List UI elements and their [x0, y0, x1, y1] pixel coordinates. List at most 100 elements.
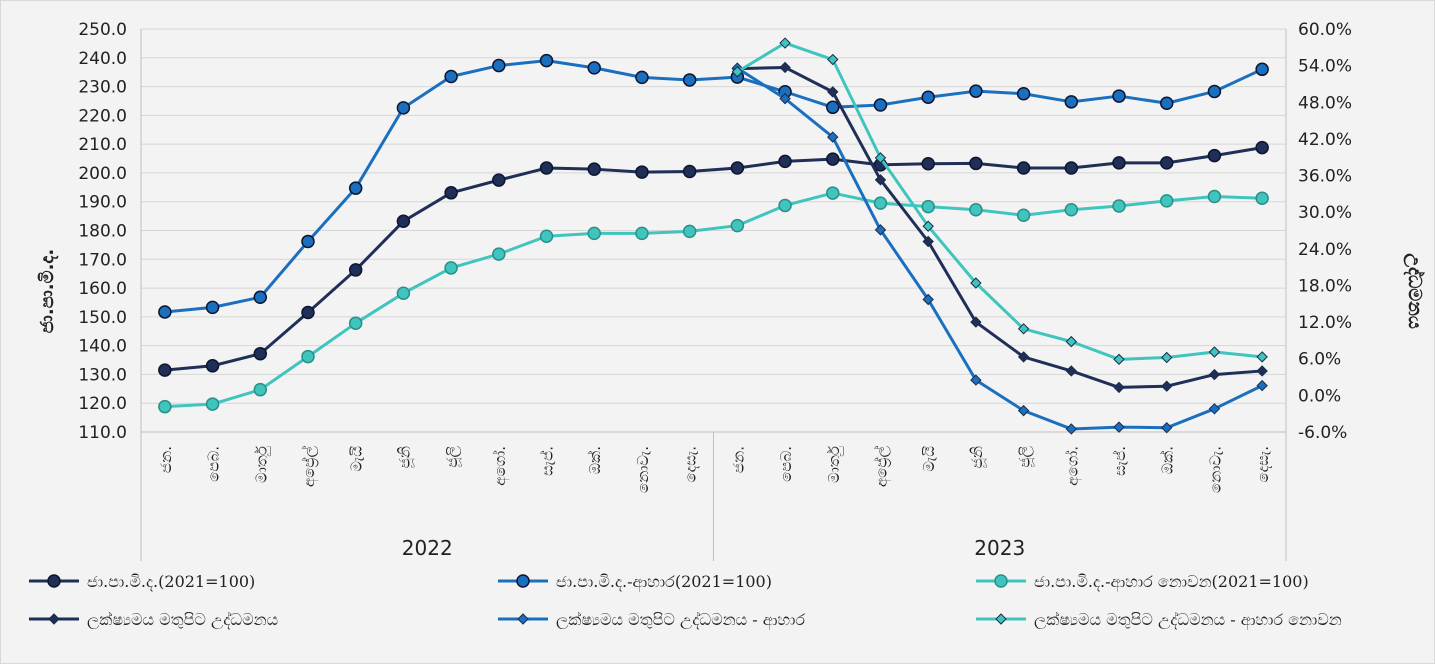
legend-label: ජා.පා.මි.ද.-ආහාර(2021=100): [556, 572, 772, 592]
y-right-tick-label: 30.0%: [1298, 203, 1352, 223]
legend-marker: [48, 613, 60, 625]
series-group: [158, 140, 1269, 377]
series-line: [736, 66, 1263, 431]
data-point: [826, 186, 840, 200]
series-line: [737, 65, 1263, 389]
y-left-tick-label: 200.0: [78, 164, 127, 184]
data-point: [253, 290, 268, 305]
data-point: [873, 98, 888, 112]
y-right-tick-label: 24.0%: [1298, 240, 1352, 260]
data-point: [396, 286, 411, 301]
legend-label: ජා.පා.මි.ද.(2021=100): [87, 572, 255, 591]
series-group: [731, 61, 1268, 394]
x-tick-label: සැප්.: [538, 446, 556, 476]
data-point: [1113, 421, 1125, 433]
x-tick-label: අප්‍රේල්: [872, 445, 891, 487]
data-point: [1017, 323, 1030, 335]
legend-item: ජා.පා.මි.ද.-ආහාර(2021=100): [498, 572, 772, 592]
data-point: [348, 181, 363, 195]
legend-item: ලක්ෂ්‍යමය මතුපිට උද්ධමනය: [29, 610, 278, 630]
data-point: [1161, 380, 1173, 392]
series-line: [736, 41, 1263, 361]
data-point: [682, 224, 697, 239]
data-point: [779, 61, 791, 74]
data-point: [444, 261, 458, 275]
data-point: [921, 199, 935, 214]
data-point: [873, 196, 888, 210]
data-point: [205, 359, 220, 373]
y-left-tick-label: 110.0: [78, 423, 127, 443]
data-point: [1016, 208, 1031, 222]
x-tick-label: ජන.: [729, 446, 747, 473]
x-tick-label: නොවැ.: [1206, 446, 1224, 493]
data-point: [969, 156, 983, 171]
data-point: [635, 226, 649, 241]
legend-label: ලක්ෂ්‍යමය මතුපිට උද්ධමනය - ආහාර නොවන: [1034, 610, 1342, 630]
data-point: [826, 100, 840, 115]
legend-label: ජා.පා.මි.ද.-ආහාර නොවන(2021=100): [1034, 572, 1309, 592]
data-point: [730, 218, 745, 233]
x-tick-label: දෙසැ.: [1254, 446, 1272, 483]
data-point: [827, 86, 839, 98]
data-point: [921, 90, 935, 104]
x-tick-label: පෙබ.: [777, 446, 795, 482]
data-point: [158, 363, 172, 377]
y-right-tick-label: 42.0%: [1298, 130, 1352, 150]
data-point: [301, 349, 315, 364]
data-point: [1064, 161, 1079, 175]
series-group: [731, 37, 1268, 366]
y-right-tick-label: 6.0%: [1298, 350, 1341, 370]
y-left-tick-label: 240.0: [78, 49, 127, 69]
x-tick-label: ජූනි: [968, 446, 987, 468]
y-left-tick-label: 160.0: [78, 279, 127, 299]
x-tick-label: අගෝ.: [1063, 446, 1082, 486]
data-point: [827, 53, 839, 66]
gridlines: [141, 28, 1286, 433]
y-axis-left-title: ජා.පා.මි.ද.: [37, 249, 59, 334]
series-lines: [158, 37, 1269, 435]
y-left-tick-label: 250.0: [78, 20, 127, 40]
legend-item: ලක්ෂ්‍යමය මතුපිට උද්ධමනය - ආහාර නොවන: [976, 610, 1342, 630]
data-point: [492, 58, 506, 73]
y-right-tick-label: -6.0%: [1298, 423, 1347, 443]
data-point: [874, 224, 887, 236]
data-point: [779, 37, 791, 49]
series-group: [731, 62, 1268, 435]
x-tick-label: මැයි: [920, 446, 938, 472]
legend-marker: [47, 574, 61, 588]
data-point: [1208, 403, 1221, 415]
data-point: [922, 220, 934, 232]
data-point: [1016, 87, 1031, 101]
data-point: [1208, 368, 1221, 381]
y-axis-right-title: උද්ධමනය: [1403, 253, 1426, 329]
data-point: [874, 174, 887, 186]
data-point: [348, 316, 363, 330]
data-point: [1207, 189, 1222, 204]
data-point: [1256, 351, 1268, 363]
data-point: [158, 399, 172, 414]
data-point: [396, 101, 411, 115]
data-point: [970, 374, 982, 386]
data-point: [587, 162, 601, 176]
data-point: [969, 84, 983, 98]
series-group: [158, 186, 1269, 414]
data-point: [1016, 161, 1031, 175]
data-point: [1064, 203, 1079, 217]
x-tick-label: පෙබ.: [205, 446, 223, 482]
data-point: [1017, 404, 1030, 417]
data-point: [778, 198, 792, 213]
legend-marker: [994, 574, 1008, 588]
data-point: [1161, 422, 1173, 434]
data-point: [1161, 351, 1173, 364]
data-point: [970, 316, 982, 328]
legend-marker: [995, 613, 1007, 625]
legend-label: ලක්ෂ්‍යමය මතුපිට උද්ධමනය: [87, 610, 278, 630]
y-left-tick-label: 180.0: [78, 222, 127, 242]
data-point: [1207, 84, 1222, 99]
data-point: [731, 66, 744, 78]
data-point: [826, 152, 840, 166]
data-point: [922, 235, 934, 248]
y-left-tick-label: 230.0: [78, 78, 127, 98]
data-point: [1256, 365, 1268, 377]
